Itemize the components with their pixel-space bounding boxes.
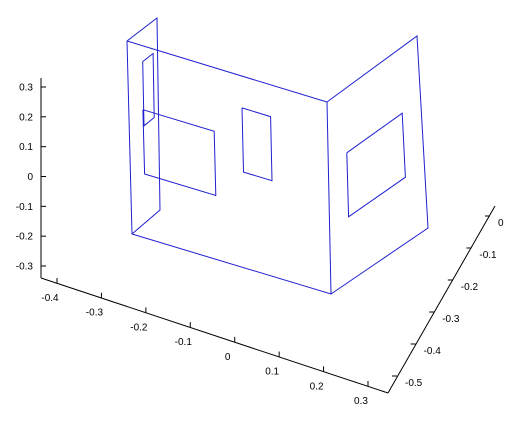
- series-line-5: [241, 107, 273, 182]
- x-tick-label: 0: [225, 352, 231, 363]
- y-tick-label: -0.4: [424, 346, 442, 357]
- z-tick-label: 0: [27, 172, 33, 183]
- y-axis-line: [387, 205, 496, 394]
- x-tick-label: 0.1: [265, 367, 279, 378]
- x-axis-line: [40, 277, 389, 394]
- y-tick-label: -0.5: [405, 378, 423, 389]
- z-tick-label: -0.2: [16, 232, 34, 243]
- y-tick-label: -0.2: [461, 282, 479, 293]
- axis-ticks: 0.3 0.2 0.1 0 -0.1 -0.2 -0.3 -0.4 -0.3 -0.2 -0.1 0 0…: [16, 83, 504, 408]
- axes: [40, 78, 496, 394]
- x-tick-label: -0.2: [130, 322, 148, 333]
- z-tick-label: 0.3: [19, 83, 33, 94]
- z-tick-label: -0.3: [16, 262, 34, 273]
- series-line-3: [142, 52, 155, 127]
- series-line-6: [346, 112, 406, 218]
- x-tick-label: -0.3: [86, 308, 104, 319]
- series-line-4: [142, 109, 217, 197]
- x-tick-label: 0.3: [354, 396, 368, 407]
- series-line-1: [326, 35, 429, 295]
- y-tick-label: 0: [498, 218, 504, 229]
- x-tick-label: -0.4: [41, 293, 59, 304]
- x-tick-label: -0.1: [175, 337, 193, 348]
- y-tick-label: -0.3: [442, 314, 460, 325]
- wireframe-series: [126, 16, 429, 295]
- z-tick-label: 0.2: [19, 112, 33, 123]
- z-tick-label: -0.1: [16, 202, 34, 213]
- y-tick-label: -0.1: [479, 250, 497, 261]
- z-tick-label: 0.1: [19, 142, 33, 153]
- x-tick-label: 0.2: [310, 381, 324, 392]
